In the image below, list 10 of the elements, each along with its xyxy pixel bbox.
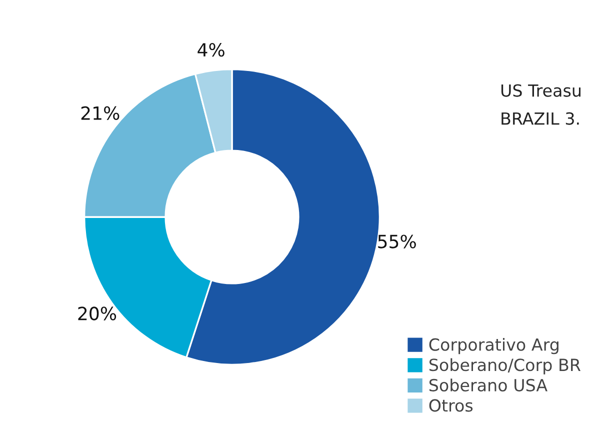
data-label: 20% [78,306,116,320]
legend-label: Soberano/Corp BR [429,358,581,374]
legend-label: Otros [429,399,473,412]
legend-label: Corporativo Arg [429,338,558,354]
text: US Treasu [501,84,580,97]
data-label: 4% [198,43,224,57]
text: BRAZIL 3. [502,112,579,125]
legend-label: Soberano USA [429,378,548,392]
data-label: 21% [81,106,120,120]
data-label: 55% [378,234,416,248]
